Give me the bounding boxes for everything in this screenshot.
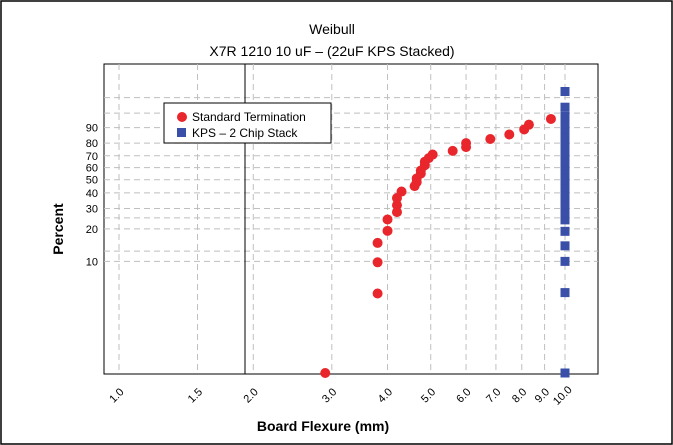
y-tick-label: 80 xyxy=(86,138,98,150)
legend-label-kps: KPS – 2 Chip Stack xyxy=(192,126,298,140)
data-point xyxy=(560,124,570,134)
data-point xyxy=(560,241,570,251)
legend-box xyxy=(163,102,332,144)
chart-subtitle: X7R 1210 10 uF – (22uF KPS Stacked) xyxy=(209,43,454,59)
data-point xyxy=(560,134,570,144)
data-point xyxy=(372,257,383,268)
series-kps-2-chip-stack xyxy=(560,87,570,378)
data-point xyxy=(560,129,570,139)
data-point xyxy=(560,256,570,266)
data-point xyxy=(560,102,570,112)
x-axis-label: Board Flexure (mm) xyxy=(257,418,389,434)
legend-label-standard: Standard Termination xyxy=(192,110,306,124)
y-tick-label: 60 xyxy=(86,163,98,175)
y-tick-label: 90 xyxy=(86,123,98,135)
data-point xyxy=(391,207,402,218)
data-point xyxy=(560,111,570,121)
data-point xyxy=(504,129,515,140)
data-point xyxy=(560,215,570,225)
data-point xyxy=(560,119,570,129)
data-point xyxy=(560,368,570,378)
data-point xyxy=(391,200,402,211)
data-point xyxy=(560,288,570,298)
data-point xyxy=(427,149,438,160)
y-tick-label: 10 xyxy=(86,256,98,268)
data-point xyxy=(396,186,407,197)
y-axis-label: Percent xyxy=(50,203,66,255)
data-point xyxy=(523,119,534,130)
data-point xyxy=(560,226,570,236)
data-point xyxy=(560,195,570,205)
y-tick-label: 50 xyxy=(86,175,98,187)
y-tick-label: 70 xyxy=(86,151,98,163)
data-point xyxy=(372,237,383,248)
legend-marker-kps xyxy=(177,128,186,137)
y-tick-label: 20 xyxy=(86,224,98,236)
y-tick-label: 30 xyxy=(86,204,98,216)
data-point xyxy=(560,200,570,210)
data-point xyxy=(382,214,393,225)
data-point xyxy=(382,225,393,236)
legend: Standard Termination KPS – 2 Chip Stack xyxy=(163,102,332,144)
series-standard-termination xyxy=(320,113,556,378)
data-point xyxy=(560,207,570,217)
data-series xyxy=(320,87,570,378)
chart-title: Weibull xyxy=(309,21,355,37)
data-point xyxy=(545,113,556,124)
data-point xyxy=(372,288,383,299)
legend-marker-standard xyxy=(177,112,187,122)
data-point xyxy=(320,368,331,378)
data-point xyxy=(485,133,496,144)
data-point xyxy=(461,138,472,149)
data-point xyxy=(560,87,570,97)
data-point xyxy=(447,145,458,156)
y-tick-label: 40 xyxy=(86,188,98,200)
